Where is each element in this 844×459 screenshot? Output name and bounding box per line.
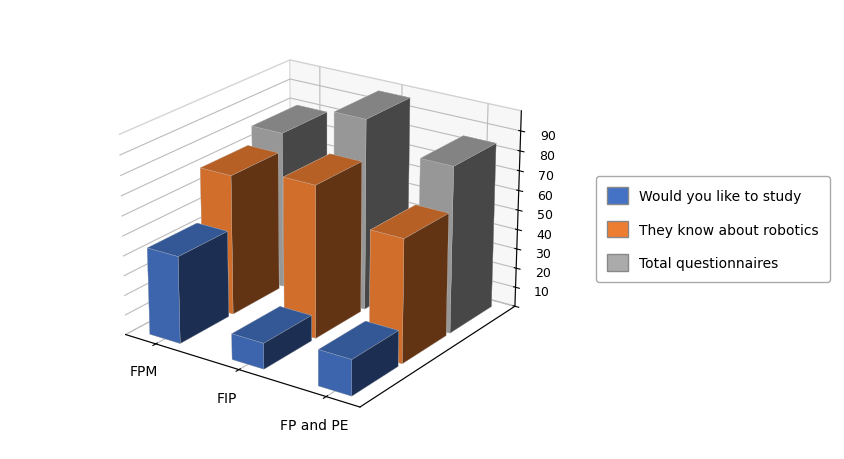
Legend: Would you like to study, They know about robotics, Total questionnaires: Would you like to study, They know about… [595, 176, 829, 283]
